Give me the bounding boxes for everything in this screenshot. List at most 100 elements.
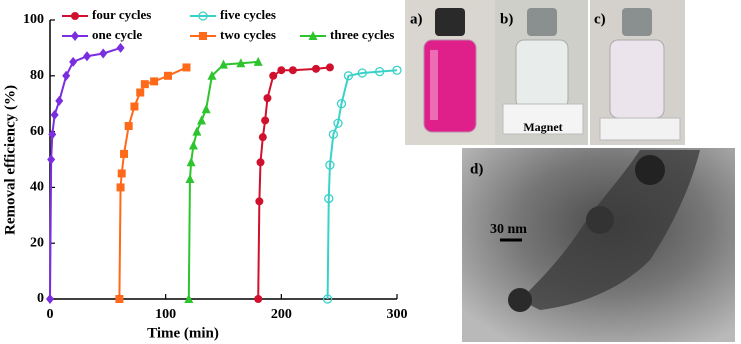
series-line <box>326 69 398 300</box>
marker <box>130 102 139 111</box>
marker <box>55 95 64 106</box>
marker <box>163 71 172 80</box>
marker <box>46 294 54 304</box>
series-line <box>187 60 259 300</box>
tem-photo: d) 30 nm <box>462 148 735 342</box>
y-tick-label: 40 <box>30 180 44 195</box>
marker <box>254 295 263 303</box>
marker <box>201 104 211 114</box>
chart: Time (min) Removal efficiency (%) 0 20 40 6… <box>2 7 407 341</box>
marker <box>48 129 57 140</box>
marker <box>115 295 124 303</box>
series-line <box>49 46 121 300</box>
marker <box>256 158 265 167</box>
magnet-label: Magnet <box>523 120 562 134</box>
series-line <box>257 66 331 300</box>
marker <box>322 294 333 304</box>
particle <box>508 288 532 312</box>
legend-label: five cycles <box>220 7 276 22</box>
marker <box>186 157 196 167</box>
magnet-block <box>502 103 584 135</box>
marker <box>333 118 343 128</box>
legend-marker <box>308 31 318 40</box>
x-tick-label: 100 <box>155 307 176 322</box>
y-tick-label: 60 <box>30 124 44 139</box>
marker <box>392 65 402 75</box>
marker <box>255 197 264 206</box>
vial-clear <box>609 39 665 119</box>
legend-marker <box>71 12 79 20</box>
y-tick-label: 100 <box>23 12 44 27</box>
vial-cap <box>435 8 465 36</box>
marker <box>150 77 159 86</box>
marker <box>374 66 385 77</box>
vial-clear <box>515 39 569 109</box>
legend-label: two cycles <box>220 27 276 42</box>
marker <box>83 51 92 62</box>
marker <box>277 66 286 75</box>
marker <box>258 133 267 142</box>
marker <box>207 70 217 80</box>
y-axis-label: Removal efficiency (%) <box>2 85 18 235</box>
y-tick-label: 0 <box>37 291 44 306</box>
vial-cap <box>622 8 652 36</box>
vial-photos: a) b) c) Magnet <box>405 0 685 145</box>
particle <box>635 155 665 185</box>
marker <box>120 149 129 158</box>
marker <box>182 63 191 72</box>
marker <box>253 56 263 66</box>
marker <box>47 154 56 165</box>
base-block <box>599 117 681 141</box>
marker <box>184 294 194 303</box>
legend-marker <box>199 32 207 40</box>
marker <box>69 56 78 67</box>
marker <box>99 48 108 59</box>
marker <box>328 129 339 140</box>
marker <box>343 71 354 81</box>
marker <box>116 183 125 192</box>
legend-label: three cycles <box>330 27 394 42</box>
marker <box>50 109 59 120</box>
y-tick-label: 80 <box>30 68 44 83</box>
marker <box>261 116 270 125</box>
particle <box>586 206 614 234</box>
marker <box>116 42 125 53</box>
x-tick-label: 300 <box>387 307 408 322</box>
vial-cap <box>527 8 557 36</box>
panel-label: c) <box>594 11 606 27</box>
panel-label: a) <box>410 11 423 27</box>
marker <box>312 64 321 73</box>
marker <box>324 193 334 204</box>
vial-glare <box>430 50 438 120</box>
marker <box>325 63 334 72</box>
marker <box>357 68 367 78</box>
marker <box>62 70 71 81</box>
x-tick-label: 200 <box>271 307 292 322</box>
marker <box>192 126 202 136</box>
marker <box>188 140 198 150</box>
marker <box>288 66 297 75</box>
legend-marker <box>71 31 79 41</box>
series-line <box>118 66 187 300</box>
marker <box>136 88 145 97</box>
scale-label: 30 nm <box>490 222 527 237</box>
marker <box>140 80 149 89</box>
marker <box>336 99 347 109</box>
y-tick-label: 20 <box>30 235 44 250</box>
marker <box>236 58 246 68</box>
marker <box>269 71 278 80</box>
marker <box>185 174 195 184</box>
marker <box>325 160 335 170</box>
marker <box>219 59 228 69</box>
particle-cluster <box>520 150 700 310</box>
marker <box>263 94 272 103</box>
marker <box>197 115 207 125</box>
legend-marker <box>198 11 208 21</box>
legend-label: one cycle <box>92 27 142 42</box>
x-axis-label: Time (min) <box>147 325 219 341</box>
panel-label: d) <box>470 161 483 177</box>
legend-label: four cycles <box>92 7 151 22</box>
x-tick-label: 0 <box>47 307 54 322</box>
marker <box>117 169 126 178</box>
